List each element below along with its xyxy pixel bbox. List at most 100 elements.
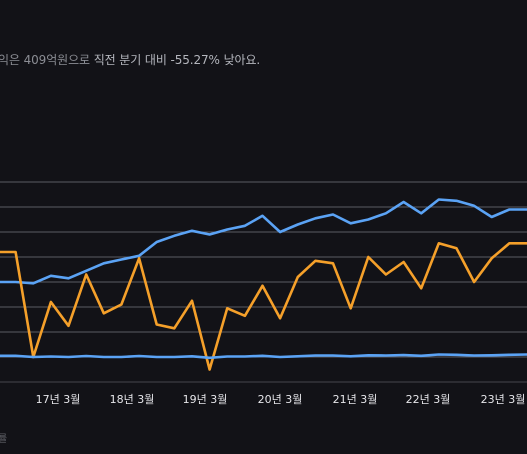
data-point	[173, 356, 176, 358]
series-line-1	[0, 198, 527, 285]
data-point	[244, 314, 246, 317]
data-point	[349, 222, 352, 225]
data-point	[402, 201, 405, 203]
data-point	[67, 356, 70, 358]
data-point	[208, 233, 211, 236]
data-point	[50, 355, 52, 358]
data-point	[279, 356, 281, 358]
summary-highlight: 직전 분기 대비 -55.27% 낮아요.	[93, 53, 261, 67]
data-point	[14, 251, 17, 253]
series-line-2	[0, 242, 527, 371]
data-point	[420, 212, 423, 215]
data-point	[367, 256, 370, 258]
data-point	[385, 212, 387, 215]
data-point	[32, 356, 35, 358]
data-point	[490, 257, 493, 260]
data-point	[332, 213, 334, 216]
data-point	[120, 356, 123, 358]
data-point	[173, 234, 176, 237]
data-point	[314, 354, 317, 357]
data-point	[402, 261, 405, 263]
data-point	[490, 216, 493, 218]
data-point	[473, 281, 475, 283]
data-point	[314, 217, 317, 220]
data-point	[508, 353, 511, 356]
x-tick-label: 17년 3월	[36, 393, 81, 406]
data-point	[437, 198, 440, 201]
data-point	[138, 257, 141, 260]
data-point	[173, 327, 176, 330]
x-tick-label: 22년 3월	[406, 393, 451, 406]
data-point	[508, 208, 511, 211]
data-point	[85, 269, 88, 272]
data-point	[279, 317, 281, 320]
data-point	[244, 355, 246, 358]
data-point	[50, 274, 52, 277]
x-tick-label: 23년 3월	[481, 393, 526, 406]
data-point	[367, 218, 370, 221]
data-point	[191, 355, 193, 358]
data-point	[296, 276, 299, 278]
data-point	[208, 356, 211, 359]
data-point	[420, 354, 423, 357]
data-point	[208, 368, 211, 371]
data-point	[226, 307, 229, 310]
summary-text: 익은 409억원으로 직전 분기 대비 -55.27% 낮아요.	[0, 51, 260, 68]
data-point	[261, 284, 264, 287]
data-point	[508, 242, 511, 245]
data-point	[296, 355, 299, 358]
x-tick-label: 21년 3월	[333, 393, 378, 406]
data-point	[85, 355, 88, 357]
data-point	[314, 259, 317, 262]
data-point	[437, 242, 440, 245]
data-point	[138, 355, 141, 357]
data-point	[455, 247, 458, 250]
data-point	[349, 355, 352, 358]
data-point	[332, 354, 334, 357]
data-point	[67, 324, 70, 327]
x-tick-label: 20년 3월	[258, 393, 303, 406]
data-point	[279, 231, 281, 233]
data-point	[296, 223, 299, 226]
data-point	[155, 356, 158, 358]
data-point	[437, 353, 440, 356]
data-point	[332, 262, 334, 265]
data-point	[490, 354, 493, 357]
data-point	[14, 281, 17, 283]
x-tick-label: 19년 3월	[183, 393, 228, 406]
data-point	[473, 204, 475, 207]
data-point	[473, 354, 475, 357]
data-point	[67, 277, 70, 280]
data-point	[226, 228, 229, 231]
data-point	[102, 312, 105, 315]
data-point	[155, 323, 158, 326]
data-point	[120, 303, 123, 306]
data-point	[385, 273, 387, 276]
x-tick-label: 18년 3월	[110, 393, 155, 406]
data-point	[455, 353, 458, 356]
data-point	[155, 241, 158, 243]
source-note: 률	[0, 434, 8, 445]
data-point	[138, 254, 141, 257]
data-point	[85, 273, 88, 276]
data-point	[455, 199, 458, 202]
data-point	[120, 258, 123, 261]
data-point	[349, 307, 352, 310]
data-point	[261, 214, 264, 217]
data-point	[191, 299, 193, 302]
data-point	[261, 354, 264, 357]
data-point	[102, 356, 105, 358]
data-point	[385, 354, 387, 357]
data-point	[14, 354, 17, 357]
data-point	[50, 301, 52, 303]
summary-prefix: 익은 409억원으로	[0, 53, 94, 67]
gridlines	[0, 181, 527, 383]
data-point	[191, 229, 193, 232]
data-point	[102, 262, 105, 265]
data-point	[367, 354, 370, 357]
chart-series	[0, 198, 527, 371]
data-point	[402, 354, 405, 356]
data-point	[244, 224, 246, 227]
